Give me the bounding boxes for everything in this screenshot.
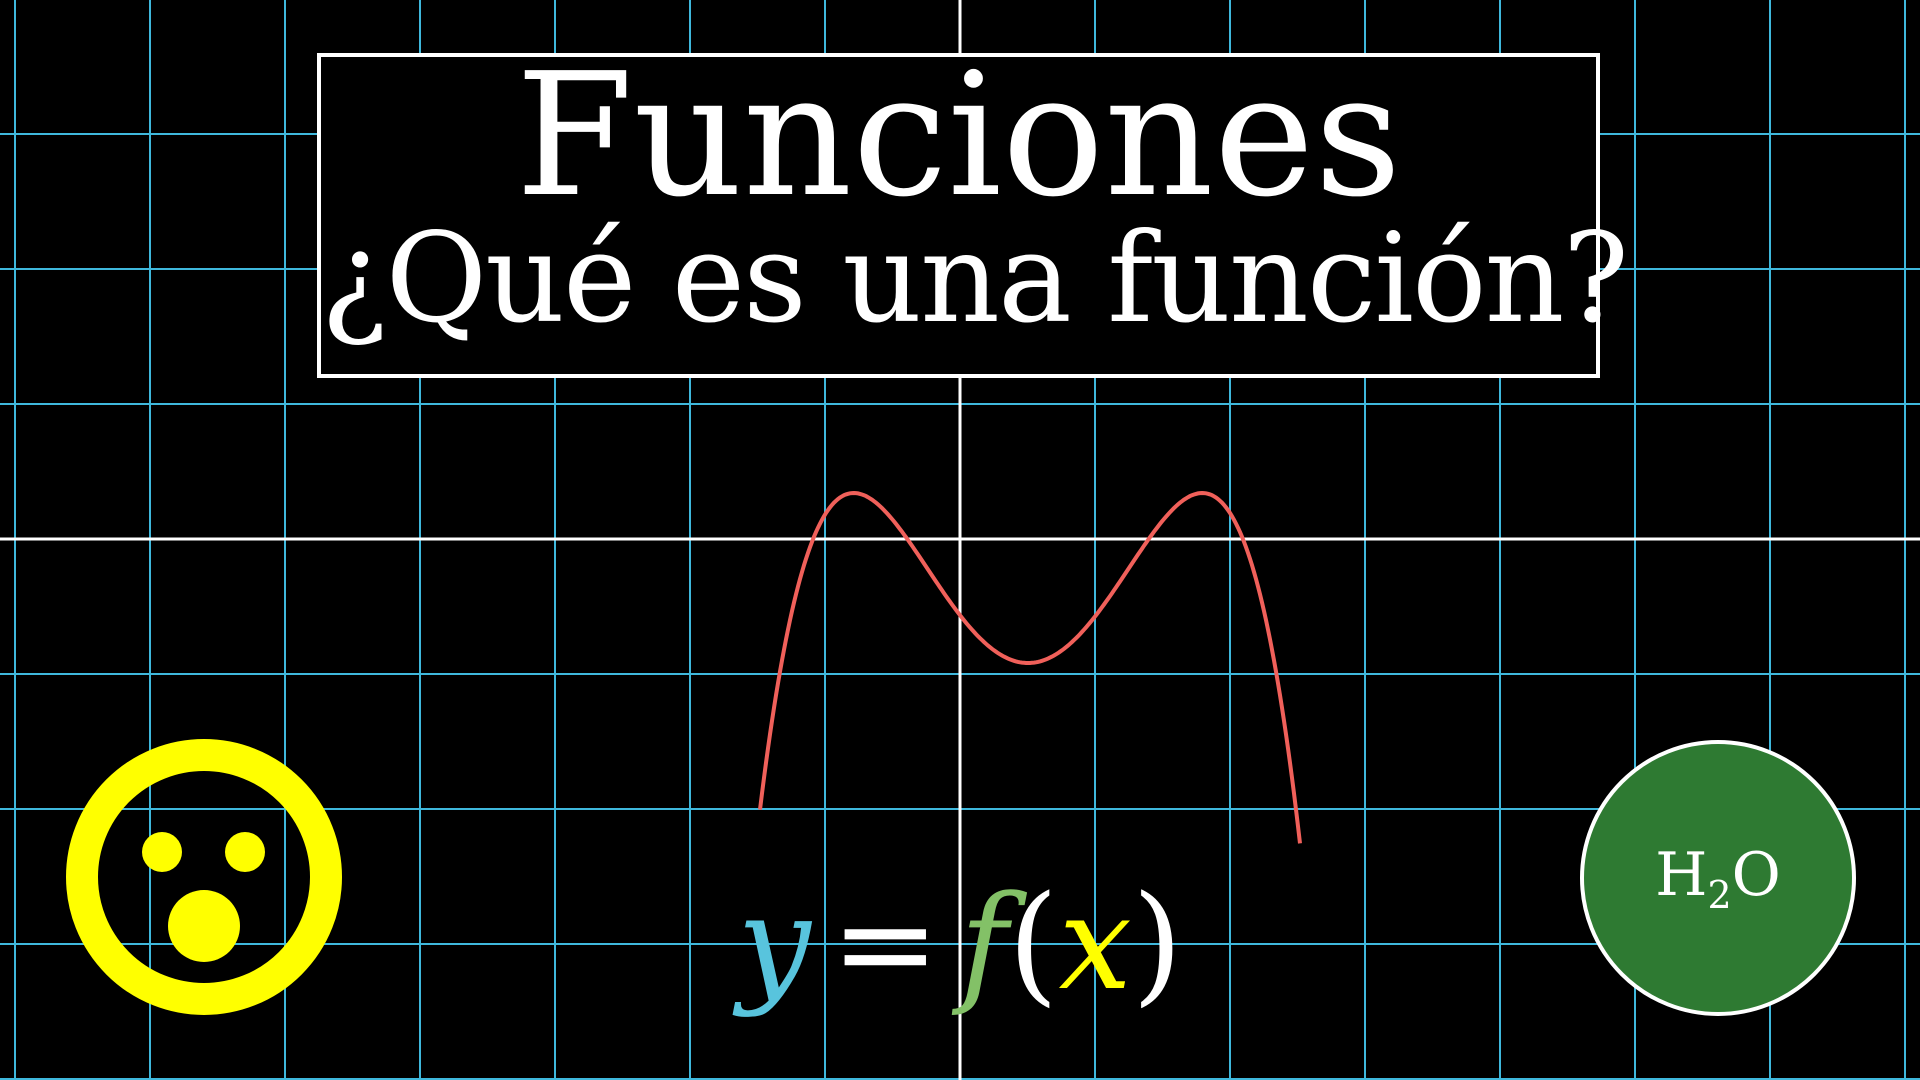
- water-molecule-icon: H2O: [1580, 740, 1856, 1016]
- close-paren: ): [1131, 867, 1183, 1019]
- molecule-label: H2O: [1655, 840, 1781, 917]
- function-curve: [758, 490, 1302, 844]
- function-formula: y = f(x): [700, 868, 1220, 1018]
- page-title: Funciones: [515, 37, 1402, 235]
- title-card: Funciones ¿Qué es una función?: [317, 37, 1629, 378]
- face-left-eye: [142, 832, 182, 872]
- output-variable: y: [737, 867, 811, 1019]
- equals-sign: =: [830, 867, 940, 1019]
- page-subtitle: ¿Qué es una función?: [321, 207, 1629, 351]
- hydrogen-symbol: H: [1655, 839, 1708, 910]
- face-mouth: [168, 890, 240, 962]
- open-paren: (: [1007, 867, 1059, 1019]
- face-right-eye: [225, 832, 265, 872]
- function-name: f: [959, 867, 1008, 1019]
- input-variable: x: [1058, 867, 1132, 1019]
- surprised-face-icon: [66, 739, 342, 1015]
- oxygen-symbol: O: [1731, 839, 1781, 910]
- face-outline: [66, 739, 342, 1015]
- hydrogen-subscript: 2: [1707, 872, 1732, 917]
